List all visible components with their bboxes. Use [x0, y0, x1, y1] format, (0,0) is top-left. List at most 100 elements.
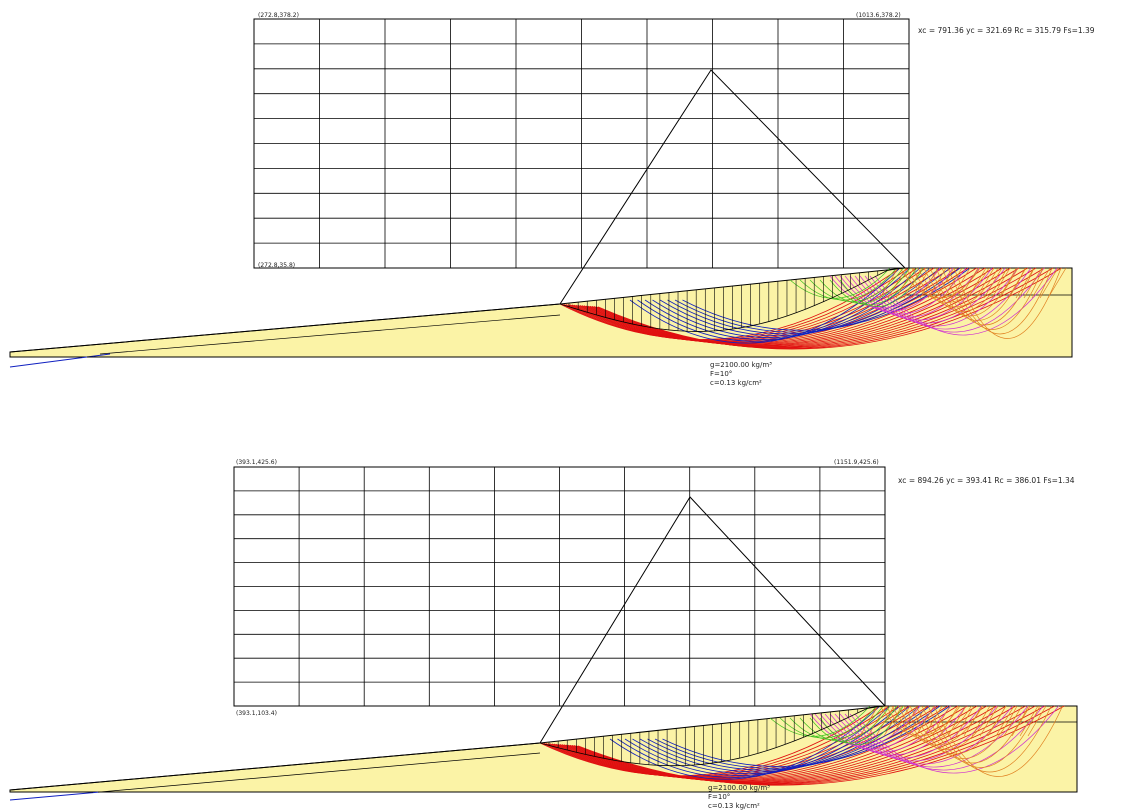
slip-circle-arc: [844, 705, 1029, 768]
slip-circle-arc: [769, 705, 871, 737]
slip-circle-arc: [609, 705, 881, 780]
slip-hatch-line: [963, 705, 983, 737]
soil-c-1: c=0.13 kg/cm²: [710, 379, 762, 387]
slip-circle-arc: [839, 267, 924, 307]
slip-circle-arc: [652, 267, 931, 338]
center-grid-1: [253, 18, 910, 269]
slip-circle-arc: [595, 267, 1054, 349]
slip-hatch-line: [991, 267, 1011, 299]
critical-center-lines-1: [559, 69, 906, 305]
slip-circle-arc: [571, 705, 1036, 785]
slip-circle-arc: [829, 267, 941, 309]
slip-hatch-line: [867, 705, 887, 737]
slip-circle-arc: [819, 705, 904, 745]
slope-surface-line-1: [9, 303, 561, 353]
soil-phi-1: F=10°: [710, 370, 732, 378]
slip-hatch-line: [995, 705, 1015, 737]
corner-label-top-right-1: (1013.6,378.2): [856, 12, 901, 19]
slip-circle-arc: [567, 267, 935, 342]
slip-circle-arc: [911, 267, 999, 308]
slip-hatch-line: [979, 705, 999, 737]
slip-circle-arc: [799, 705, 891, 742]
slope-surface-line-2: [9, 742, 541, 791]
critical-slip-surface: [539, 705, 886, 767]
slip-hatch-line: [879, 267, 899, 299]
slip-circle-arc: [583, 267, 1003, 346]
slip-hatch-line: [1023, 267, 1043, 299]
slip-circle-arc: [935, 267, 1035, 326]
slip-circle-arc: [923, 267, 1017, 317]
slip-circle-arc: [779, 705, 877, 739]
slip-hatch-line: [947, 705, 967, 737]
slip-circle-arc: [624, 705, 901, 776]
slip-circle-arc: [854, 705, 1059, 774]
slip-circle-arc: [909, 705, 1018, 759]
slip-hatch-line: [919, 267, 939, 299]
slip-circle-arc: [597, 267, 1062, 350]
slip-circle-arc: [915, 705, 1029, 764]
slip-circle-arc: [569, 267, 943, 343]
slip-hatch-line: [899, 705, 919, 737]
slope-surface-lower-1: [99, 314, 561, 355]
slip-hatch-line: [959, 267, 979, 299]
slip-hatch-line: [927, 267, 947, 299]
slip-hatch-line: [939, 705, 959, 737]
slip-hatch-line: [875, 705, 895, 737]
soil-c-2: c=0.13 kg/cm²: [708, 802, 760, 810]
slip-circle-arc: [565, 705, 1007, 783]
corner-label-top-right-2: (1151.9,425.6): [834, 459, 879, 466]
slip-circles-1: [559, 267, 1067, 350]
slip-circle-arc: [573, 705, 1046, 785]
slip-circle-arc: [897, 705, 995, 750]
slip-hatch-line: [911, 267, 931, 299]
slip-circle-arc: [854, 267, 1006, 324]
slip-hatch-line: [883, 705, 903, 737]
slip-circle-arc: [849, 267, 993, 321]
slip-hatch-line: [975, 267, 995, 299]
critical-center-lines-2: [539, 496, 886, 744]
slip-circle-arc: [647, 705, 931, 771]
slip-circle-arc: [561, 267, 909, 341]
slip-circle-arc: [591, 267, 1037, 348]
slip-hatch-line: [999, 267, 1019, 299]
slip-hatch-line: [895, 267, 915, 299]
slip-hatch-line: [971, 705, 991, 737]
result-label-1: xc = 791.36 yc = 321.69 Rc = 315.79 Fs=1…: [918, 26, 1095, 35]
slip-circle-arc: [834, 705, 998, 762]
soil-gamma-1: g=2100.00 kg/m³: [710, 361, 772, 369]
slope-surface-lower-2: [99, 752, 541, 793]
slip-hatch-line: [915, 705, 935, 737]
slip-hatch-line: [951, 267, 971, 299]
slip-hatch-line: [1015, 267, 1035, 299]
slip-circles-2: [539, 705, 1065, 786]
slip-circle-arc: [789, 705, 884, 740]
slip-circle-arc: [819, 705, 952, 753]
corner-label-top-left-2: (393.1,425.6): [236, 459, 277, 466]
slip-hatch-line: [887, 267, 907, 299]
slip-circle-arc: [593, 267, 1045, 349]
soil-phi-2: F=10°: [708, 793, 730, 801]
slip-hatch-line: [1019, 705, 1039, 737]
slip-circle-arc: [819, 267, 911, 304]
slip-circle-arc: [577, 267, 977, 345]
slip-circle-arc: [933, 705, 1063, 777]
slip-hatch-line: [903, 267, 923, 299]
slip-circle-arc: [569, 705, 1026, 784]
slip-hatch-line: [931, 705, 951, 737]
slip-circle-arc: [575, 267, 969, 344]
slip-circle-arc: [824, 705, 967, 756]
slip-circle-arc: [874, 267, 1058, 336]
slip-circle-arc: [921, 705, 1041, 768]
slices-1: [559, 267, 906, 332]
slip-circle-arc: [555, 705, 958, 781]
slip-circle-arc: [662, 705, 951, 767]
slip-circle-arc: [575, 705, 1055, 786]
blue-baseline-1: [9, 353, 111, 368]
slip-circle-arc: [581, 267, 994, 346]
slip-circle-arc: [589, 267, 1028, 348]
slip-circle-arc: [667, 267, 951, 335]
slip-circle-arc: [885, 705, 972, 741]
blue-baseline-2: [9, 791, 101, 801]
slip-hatch-line: [1003, 705, 1023, 737]
slip-circle-arc: [829, 267, 917, 306]
